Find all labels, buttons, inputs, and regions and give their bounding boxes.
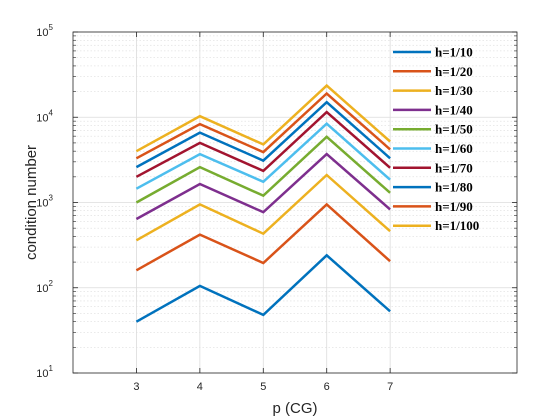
legend-label: h=1/20 [435,64,473,79]
series-line [135,91,391,160]
series-line [135,202,391,272]
legend-label: h=1/100 [435,218,479,233]
series-line [135,122,391,190]
legend-label: h=1/40 [435,102,473,117]
x-axis-label: p (CG) [273,400,318,417]
x-tick-label: 6 [324,381,330,393]
legend-label: h=1/90 [435,199,473,214]
legend-label: h=1/10 [435,45,473,60]
x-axis-ticks: 3 4 5 6 7 [133,32,393,393]
series-line [135,110,391,178]
series-line [135,173,391,242]
series-line [135,253,391,323]
y-axis-label: condition number [23,145,40,260]
legend-label: h=1/50 [435,122,473,137]
legend-label: h=1/80 [435,180,473,195]
legend-label: h=1/30 [435,83,473,98]
y-tick-label: 104 [36,108,53,124]
legend-label: h=1/60 [435,141,473,156]
x-tick-label: 3 [133,381,139,393]
series-lines [135,83,391,323]
series-line [135,100,391,169]
series-line [135,135,391,204]
y-tick-label: 101 [36,364,53,380]
x-tick-label: 4 [197,381,203,393]
x-tick-label: 7 [387,381,393,393]
y-tick-label: 102 [36,279,53,295]
y-tick-label: 103 [36,194,53,210]
y-axis-ticks: 101 102 103 104 105 [36,23,517,380]
legend-label: h=1/70 [435,160,473,175]
y-tick-label: 105 [36,23,53,39]
legend: h=1/10 h=1/20 h=1/30 h=1/40 h=1/50 h=1/60 h=1/… [393,45,479,233]
x-tick-label: 5 [260,381,266,393]
series-line [135,152,391,221]
series-line [135,83,391,153]
